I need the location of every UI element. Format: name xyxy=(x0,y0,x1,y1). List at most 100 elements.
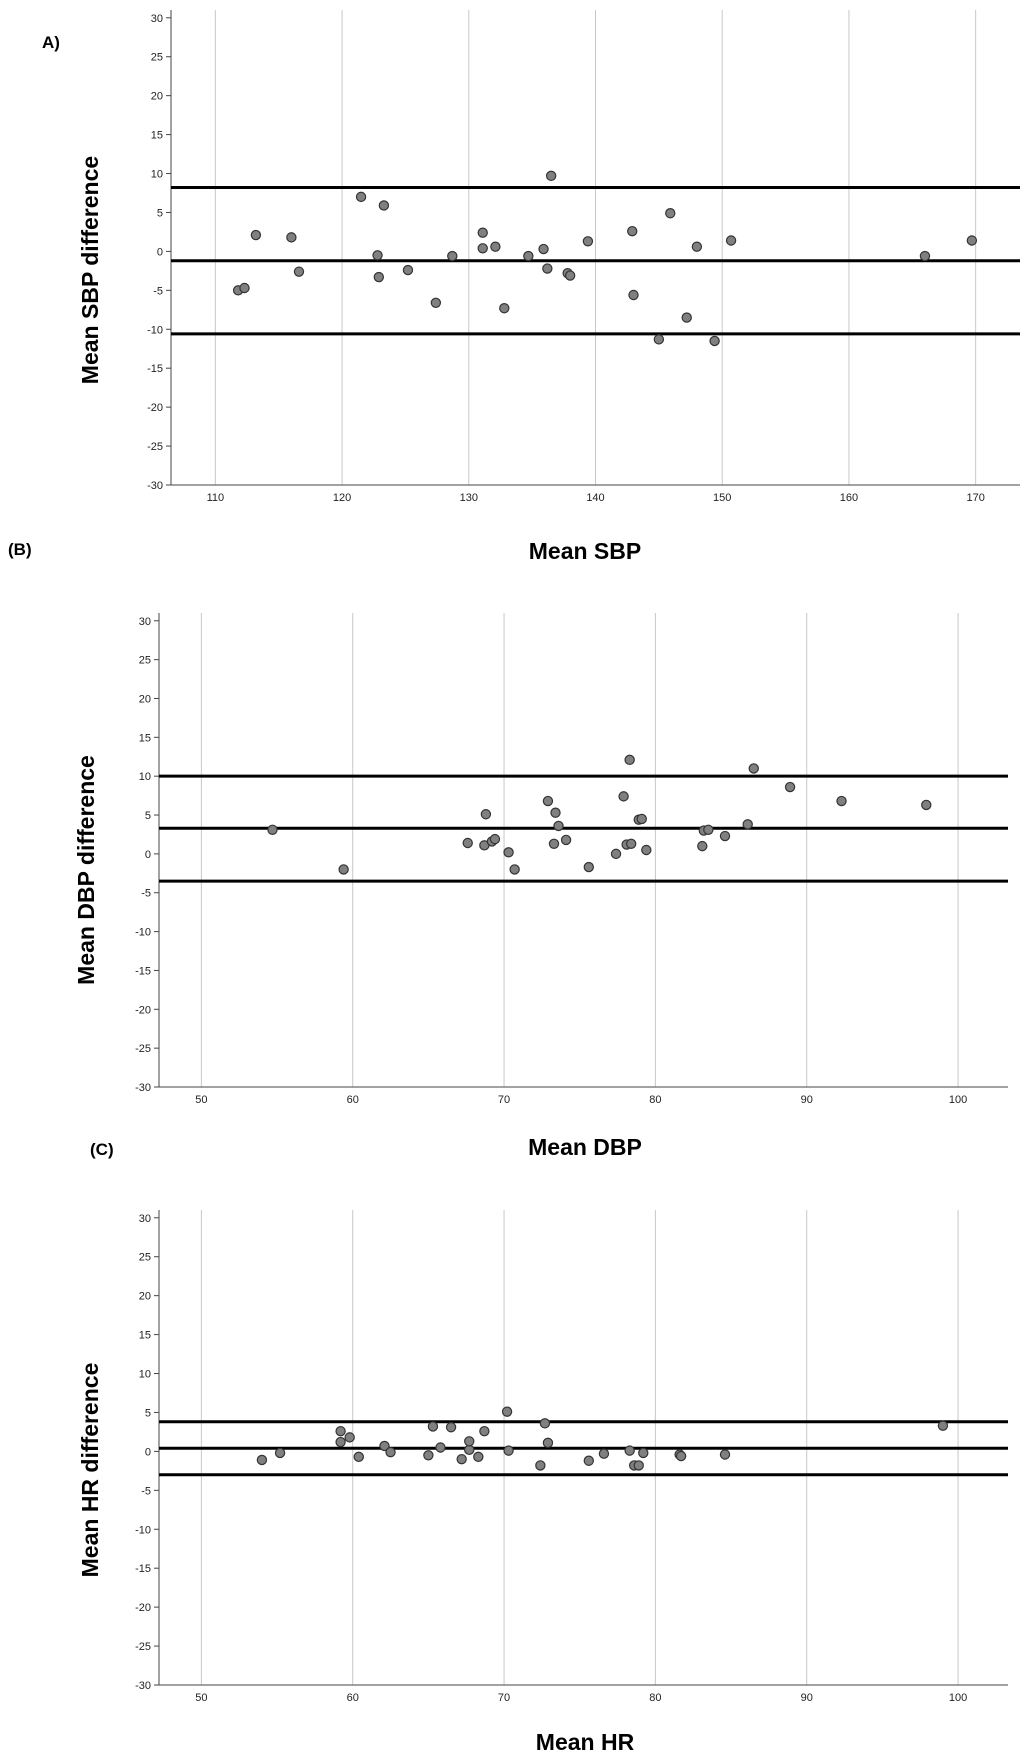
y-tick-label: 25 xyxy=(151,52,163,64)
y-tick-label: 15 xyxy=(139,732,151,744)
data-point xyxy=(836,795,847,807)
data-point xyxy=(338,864,349,875)
y-tick-label: -20 xyxy=(135,1602,151,1614)
y-tick-label: -25 xyxy=(135,1641,151,1653)
data-point xyxy=(542,1437,554,1449)
x-tick-label: 150 xyxy=(713,492,731,504)
data-point xyxy=(379,1440,390,1452)
x-tick-label: 80 xyxy=(649,1094,661,1106)
data-point xyxy=(464,1436,475,1447)
y-tick-label: 0 xyxy=(157,246,163,258)
data-point xyxy=(937,1420,949,1431)
x-tick-label: 90 xyxy=(801,1692,813,1704)
data-point xyxy=(583,861,594,873)
data-point xyxy=(535,1460,546,1471)
y-tick-label: -15 xyxy=(135,965,151,977)
data-point xyxy=(402,264,414,276)
data-point xyxy=(355,191,367,203)
data-point xyxy=(523,250,534,262)
x-tick-label: 70 xyxy=(498,1692,510,1704)
y-tick-label: 20 xyxy=(151,91,163,103)
data-point xyxy=(542,795,554,807)
data-point xyxy=(385,1446,396,1458)
data-point xyxy=(550,807,561,818)
y-tick-label: 10 xyxy=(139,1369,151,1381)
y-tick-label: 20 xyxy=(139,693,151,705)
data-point xyxy=(286,232,297,243)
chart-panel-2: 50 60 70 80 90 100302520151050-5-10-15-20-25-… xyxy=(8,540,1008,1160)
data-point xyxy=(539,1418,551,1429)
data-point xyxy=(633,1460,644,1471)
data-point xyxy=(239,282,250,294)
data-point xyxy=(675,1450,687,1462)
y-tick-label: 0 xyxy=(145,849,151,861)
y-tick-label: -30 xyxy=(135,1680,151,1692)
x-tick-label: 130 xyxy=(460,492,478,504)
x-tick-label: 80 xyxy=(649,1692,661,1704)
y-tick-label: -5 xyxy=(141,888,151,900)
data-point xyxy=(256,1454,268,1466)
data-point xyxy=(725,235,737,246)
panel-label: (B) xyxy=(8,540,32,559)
y-tick-label: 30 xyxy=(139,1213,151,1225)
y-tick-label: 10 xyxy=(151,169,163,181)
y-tick-label: 0 xyxy=(145,1446,151,1458)
data-point xyxy=(784,781,796,793)
y-tick-label: 5 xyxy=(145,810,151,822)
data-point xyxy=(624,754,635,766)
data-point xyxy=(560,834,572,846)
data-point xyxy=(378,200,390,211)
y-tick-label: -25 xyxy=(147,441,163,453)
data-point xyxy=(503,1445,514,1456)
data-point xyxy=(628,289,639,301)
y-tick-label: 30 xyxy=(139,616,151,628)
x-tick-label: 60 xyxy=(347,1094,359,1106)
y-tick-label: 15 xyxy=(139,1330,151,1342)
data-point xyxy=(742,819,753,830)
data-point xyxy=(480,809,492,820)
x-tick-label: 100 xyxy=(949,1094,967,1106)
y-tick-label: 25 xyxy=(139,1252,151,1264)
data-point xyxy=(691,241,703,252)
data-point xyxy=(501,1406,513,1417)
x-tick-label: 170 xyxy=(966,492,984,504)
y-tick-label: 30 xyxy=(151,13,163,25)
data-point xyxy=(538,243,549,255)
data-point xyxy=(509,864,520,875)
data-point xyxy=(430,297,442,308)
y-tick-label: -5 xyxy=(153,285,163,297)
y-tick-label: -10 xyxy=(135,927,151,939)
data-point xyxy=(335,1436,346,1448)
data-point xyxy=(445,1422,457,1433)
y-tick-label: 25 xyxy=(139,655,151,667)
data-point xyxy=(477,243,488,254)
data-point xyxy=(636,813,647,825)
data-point xyxy=(473,1451,484,1463)
data-point xyxy=(653,334,665,345)
data-point xyxy=(681,312,692,323)
data-point xyxy=(423,1450,434,1461)
data-point xyxy=(697,840,708,852)
data-point xyxy=(250,229,262,241)
x-axis-title: Mean DBP xyxy=(528,1134,642,1160)
data-point xyxy=(373,271,385,283)
x-tick-label: 140 xyxy=(586,492,604,504)
y-tick-label: 10 xyxy=(139,771,151,783)
data-point xyxy=(703,824,714,835)
y-tick-label: -20 xyxy=(147,402,163,414)
data-point xyxy=(564,270,576,281)
data-point xyxy=(921,799,932,811)
panel-label: (C) xyxy=(90,1140,114,1159)
data-point xyxy=(503,847,514,858)
data-point xyxy=(610,848,622,860)
data-point xyxy=(464,1444,475,1456)
data-point xyxy=(335,1425,346,1437)
x-tick-label: 110 xyxy=(207,492,225,504)
data-point xyxy=(966,235,978,246)
data-point xyxy=(638,1447,649,1459)
y-tick-label: -10 xyxy=(135,1524,151,1536)
data-point xyxy=(489,833,501,845)
y-tick-label: 5 xyxy=(145,1407,151,1419)
data-point xyxy=(344,1432,355,1443)
